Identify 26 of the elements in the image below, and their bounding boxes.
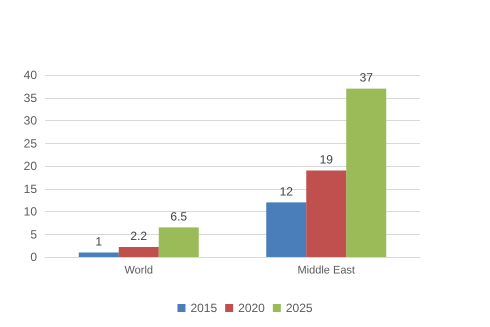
data-label: 19 [320,152,334,167]
y-tick-label: 25 [24,136,38,150]
y-tick-label: 20 [24,159,38,173]
data-label: 1 [95,234,102,248]
legend-label: 2015 [190,301,218,315]
legend-label: 2025 [286,301,313,315]
bar [266,202,306,257]
y-tick-label: 30 [24,114,38,128]
y-tick-label: 0 [30,250,38,264]
y-tick-label: 5 [30,227,38,242]
legend-label: 2020 [238,301,266,315]
bar [78,252,119,257]
x-tick-label: World [124,264,154,276]
x-tick-label: Middle East [298,264,355,276]
bar [158,227,199,257]
bar [306,170,346,257]
data-label: 2.2 [130,228,148,243]
data-label: 12 [280,184,294,198]
y-tick-label: 15 [24,182,38,196]
bar [118,246,159,257]
data-label: 37 [360,70,374,85]
y-tick-label: 40 [24,68,38,82]
y-tick-label: 10 [24,204,38,218]
bar [346,88,386,257]
y-tick-label: 35 [24,90,38,105]
data-label: 6.5 [170,209,188,224]
